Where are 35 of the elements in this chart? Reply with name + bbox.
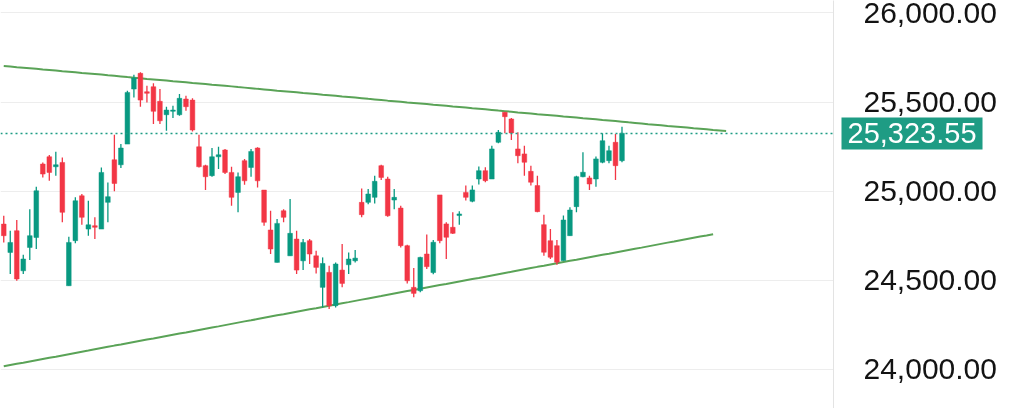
y-tick-label: 24,500.00 [863, 263, 997, 297]
candlestick [391, 188, 397, 210]
candlestick [85, 200, 91, 237]
candlestick [320, 256, 326, 309]
candlestick [307, 238, 313, 265]
candlestick [528, 165, 534, 187]
y-tick-label: 24,000.00 [863, 352, 997, 386]
candlestick [131, 74, 137, 99]
candlestick [411, 267, 417, 298]
candlestick [248, 148, 254, 178]
candlestick [1, 215, 7, 244]
candlestick [267, 210, 274, 255]
candlestick [313, 249, 319, 275]
candlestick [111, 134, 117, 192]
candlestick [235, 171, 241, 213]
line-series [2, 64, 728, 133]
candlestick [300, 238, 306, 271]
candlestick [502, 111, 508, 134]
candlestick [339, 243, 345, 288]
candlestick [241, 158, 248, 186]
candlestick [7, 230, 13, 275]
candlestick [359, 187, 365, 218]
y-tick-label: 25,500.00 [863, 85, 997, 119]
line-series [2, 233, 715, 368]
candlestick [79, 193, 85, 226]
candlestick [20, 254, 26, 275]
candlestick [612, 133, 619, 181]
candlestick [118, 143, 124, 169]
candlestick [53, 151, 59, 177]
candlestick [287, 198, 293, 257]
candlestick [92, 216, 98, 240]
y-tick-label: 25,000.00 [863, 174, 997, 208]
ref-line-label: 25,323.55 [847, 117, 977, 150]
candlestick [424, 233, 430, 270]
y-tick-label: 26,000.00 [863, 0, 997, 29]
